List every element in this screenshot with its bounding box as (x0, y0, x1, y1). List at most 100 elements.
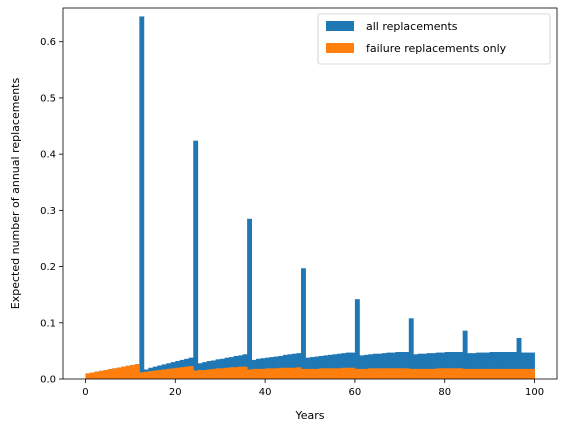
y-tick-label: 0.3 (40, 206, 56, 217)
y-tick-label: 0.1 (40, 318, 56, 329)
legend: all replacements failure replacements on… (317, 13, 551, 65)
x-tick-label: 60 (349, 387, 362, 398)
bar-all-replacements-36 (247, 218, 253, 379)
bar-failure-replacements-21 (179, 367, 185, 379)
bar-failure-replacements-2 (94, 371, 100, 379)
bar-all-replacements-39 (260, 358, 266, 379)
bar-failure-replacements-63 (368, 368, 374, 379)
bar-all-replacements-43 (278, 355, 284, 379)
bar-failure-replacements-68 (390, 368, 396, 379)
bar-all-replacements-70 (399, 352, 405, 379)
plot-frame (62, 7, 558, 380)
bar-all-replacements-87 (476, 352, 482, 379)
bar-failure-replacements-94 (507, 368, 513, 379)
bar-failure-replacements-52 (318, 368, 324, 379)
bar-all-replacements-61 (359, 355, 365, 379)
bar-failure-replacements-1 (89, 372, 95, 379)
bar-failure-replacements-55 (332, 368, 338, 379)
bar-failure-replacements-7 (116, 367, 122, 379)
bar-failure-replacements-62 (363, 368, 369, 379)
bar-failure-replacements-93 (503, 368, 508, 379)
bar-failure-replacements-33 (233, 367, 239, 379)
bar-failure-replacements-39 (260, 368, 266, 379)
bar-failure-replacements-49 (305, 368, 311, 379)
bar-all-replacements-96 (516, 337, 522, 379)
bar-failure-replacements-6 (112, 368, 118, 379)
bar-failure-replacements-57 (341, 367, 347, 379)
bar-failure-replacements-43 (278, 367, 284, 379)
bar-failure-replacements-42 (274, 368, 279, 379)
bar-failure-replacements-64 (372, 368, 378, 379)
bar-failure-replacements-95 (512, 368, 517, 379)
bar-failure-replacements-9 (125, 365, 131, 379)
bar-all-replacements-71 (404, 352, 410, 379)
bar-failure-replacements-11 (134, 364, 140, 379)
bar-all-replacements-73 (413, 354, 419, 379)
y-tick-label: 0.6 (40, 37, 56, 48)
bar-failure-replacements-8 (121, 366, 127, 379)
bar-failure-replacements-34 (238, 366, 244, 379)
bar-all-replacements-47 (296, 353, 302, 379)
bar-failure-replacements-25 (197, 370, 203, 379)
bar-all-replacements-94 (507, 352, 513, 379)
y-tick-label: 0.0 (40, 375, 56, 386)
bar-all-replacements-83 (458, 352, 464, 379)
bar-all-replacements-60 (354, 299, 360, 379)
bar-failure-replacements-75 (422, 368, 428, 379)
bar-all-replacements-24 (193, 140, 199, 379)
bar-all-replacements-65 (377, 353, 383, 379)
y-tick-label: 0.5 (40, 93, 56, 104)
bar-all-replacements-74 (417, 353, 423, 379)
bar-failure-replacements-40 (265, 368, 270, 379)
legend-frame (317, 13, 551, 65)
bar-failure-replacements-32 (229, 367, 235, 379)
bar-failure-replacements-27 (206, 369, 212, 379)
bar-all-replacements-79 (440, 352, 446, 379)
bar-all-replacements-68 (390, 352, 396, 379)
bar-all-replacements-59 (350, 352, 356, 379)
bar-all-replacements-91 (494, 352, 500, 379)
x-tick-label: 100 (525, 387, 544, 398)
bar-failure-replacements-84 (462, 368, 468, 379)
y-axis-label: Expected number of annual replacements (9, 78, 22, 310)
bar-failure-replacements-36 (247, 369, 253, 379)
series-failure-replacements (85, 364, 535, 379)
bar-failure-replacements-92 (498, 368, 504, 379)
bar-failure-replacements-58 (345, 367, 351, 379)
bar-failure-replacements-80 (444, 368, 450, 379)
bar-failure-replacements-96 (516, 368, 522, 379)
bar-failure-replacements-99 (530, 368, 535, 379)
bar-failure-replacements-23 (188, 366, 194, 379)
bar-all-replacements-63 (368, 354, 374, 379)
bar-all-replacements-98 (525, 352, 531, 379)
bar-all-replacements-45 (287, 354, 293, 379)
bar-all-replacements-44 (283, 354, 288, 379)
bar-failure-replacements-38 (256, 368, 261, 379)
bar-all-replacements-97 (521, 352, 526, 379)
bar-failure-replacements-78 (435, 368, 441, 379)
bar-all-replacements-82 (453, 352, 459, 379)
bar-all-replacements-75 (422, 353, 428, 379)
bar-failure-replacements-71 (404, 368, 410, 379)
bar-all-replacements-51 (314, 356, 320, 379)
bar-all-replacements-46 (292, 353, 297, 379)
bar-failure-replacements-41 (269, 368, 275, 379)
bar-failure-replacements-12 (139, 372, 145, 379)
bar-failure-replacements-67 (386, 368, 392, 379)
bar-failure-replacements-46 (292, 367, 297, 379)
bar-failure-replacements-98 (525, 368, 531, 379)
bar-failure-replacements-81 (449, 368, 455, 379)
bar-failure-replacements-10 (130, 364, 136, 379)
bar-failure-replacements-69 (395, 368, 401, 379)
bar-failure-replacements-86 (471, 368, 477, 379)
x-tick-label: 40 (259, 387, 272, 398)
bar-failure-replacements-77 (431, 368, 437, 379)
bar-failure-replacements-72 (408, 368, 414, 379)
bar-failure-replacements-17 (161, 369, 167, 379)
bar-all-replacements-88 (480, 352, 486, 379)
bar-failure-replacements-65 (377, 368, 383, 379)
bar-all-replacements-53 (323, 355, 329, 379)
x-tick-label: 0 (82, 387, 88, 398)
bar-all-replacements-54 (327, 354, 333, 379)
bar-failure-replacements-20 (175, 367, 181, 379)
